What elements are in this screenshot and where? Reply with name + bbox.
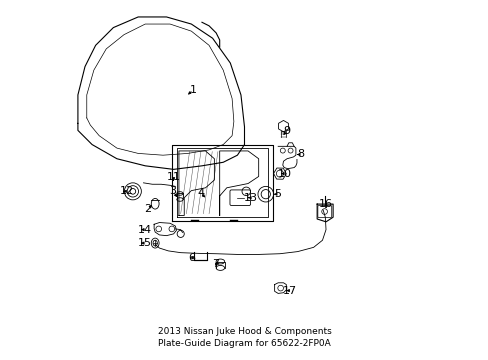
- Text: 4: 4: [197, 189, 204, 198]
- Text: 12: 12: [120, 186, 134, 196]
- Text: 9: 9: [282, 126, 289, 136]
- Text: 8: 8: [296, 149, 304, 159]
- Text: 2: 2: [144, 204, 151, 214]
- Text: 16: 16: [318, 199, 332, 209]
- Text: 1: 1: [189, 85, 196, 95]
- Text: 6: 6: [187, 253, 194, 263]
- Text: 10: 10: [278, 168, 292, 179]
- Text: 11: 11: [166, 172, 180, 182]
- Text: 15: 15: [137, 238, 151, 248]
- Text: 2013 Nissan Juke Hood & Components
Plate-Guide Diagram for 65622-2FP0A: 2013 Nissan Juke Hood & Components Plate…: [157, 327, 331, 348]
- Text: 13: 13: [244, 193, 257, 203]
- Text: 17: 17: [282, 285, 296, 296]
- Text: 14: 14: [137, 225, 151, 235]
- Text: 5: 5: [274, 189, 281, 199]
- Text: 7: 7: [211, 259, 219, 269]
- Text: 3: 3: [169, 186, 176, 196]
